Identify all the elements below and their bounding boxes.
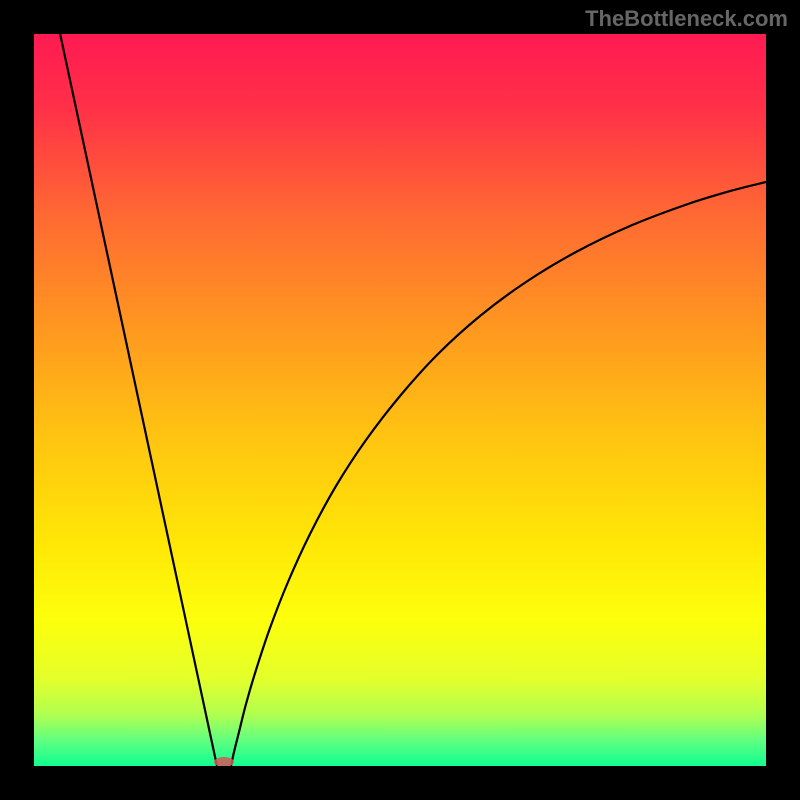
plot-svg: [34, 34, 766, 766]
gradient-background: [34, 34, 766, 766]
chart-container: TheBottleneck.com: [0, 0, 800, 800]
watermark-text: TheBottleneck.com: [585, 6, 788, 32]
plot-area: [34, 34, 766, 766]
